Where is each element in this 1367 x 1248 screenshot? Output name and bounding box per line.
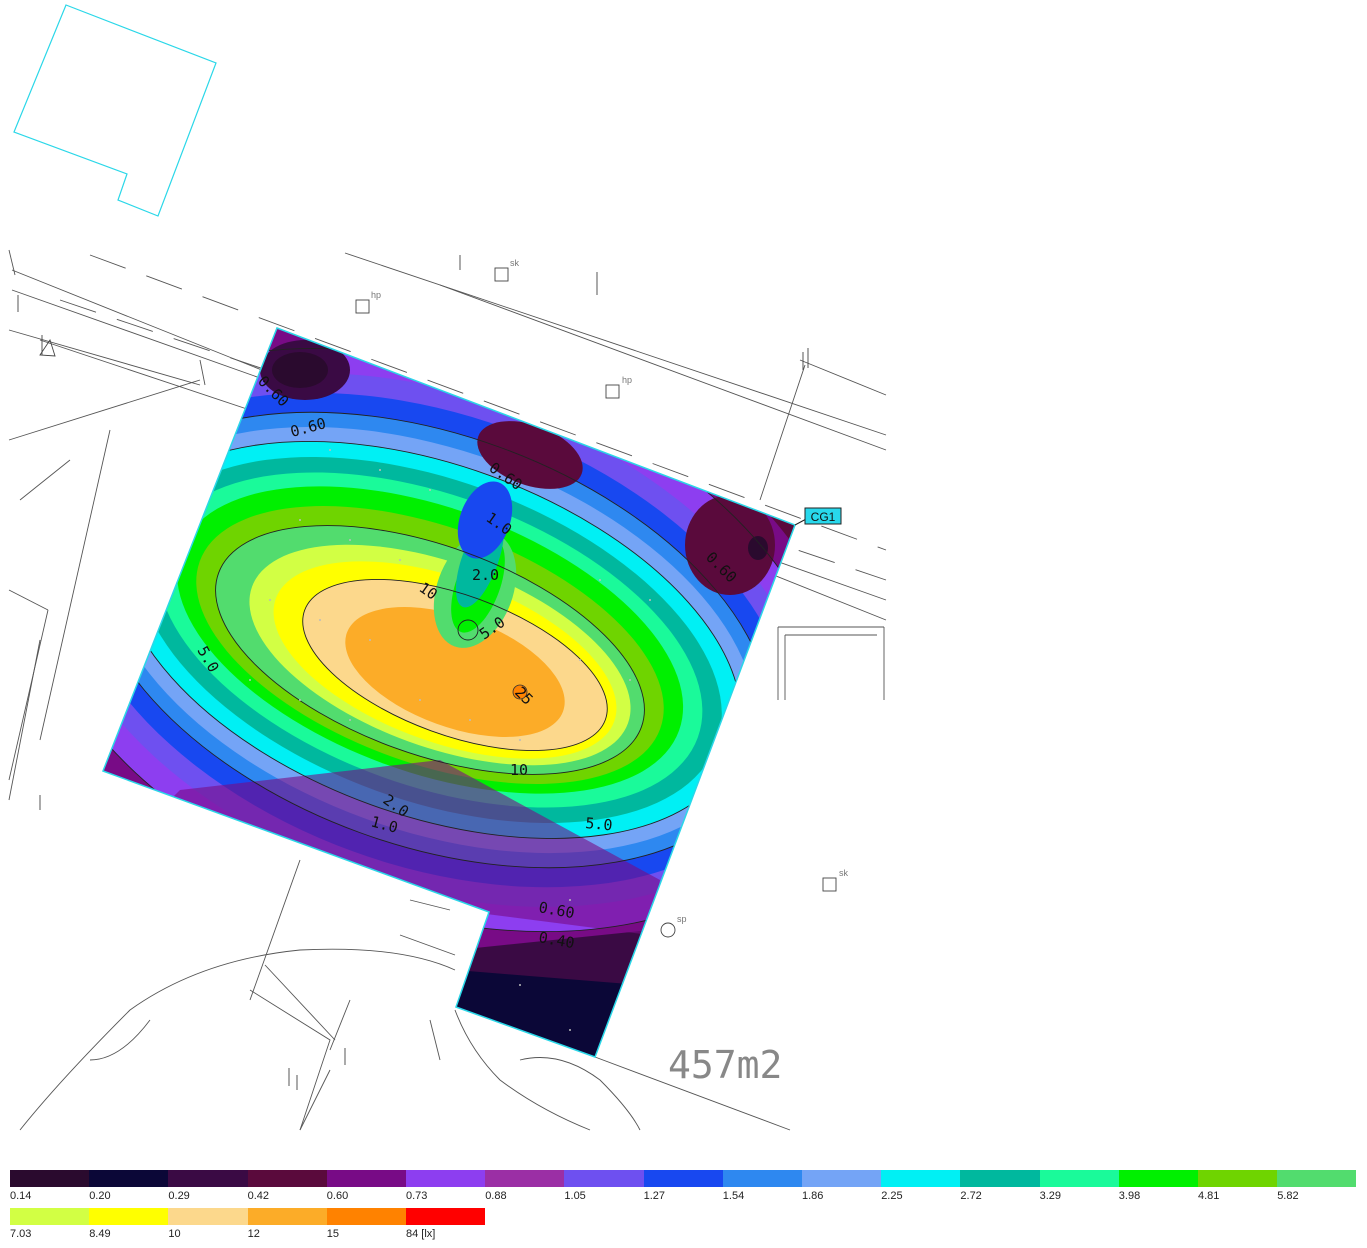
legend-value-label: 84 [lx] (406, 1228, 436, 1240)
legend-value-label: 0.88 (485, 1190, 507, 1202)
legend-swatch (1039, 1170, 1119, 1187)
contour-label: 5.0 (585, 814, 614, 834)
legend-swatch (1277, 1170, 1357, 1187)
legend-swatch (1198, 1170, 1278, 1187)
legend-swatch (406, 1208, 486, 1225)
area-label: 457m2 (668, 1043, 782, 1087)
legend-swatch (722, 1170, 802, 1187)
symbol-label-sk-1: sk (510, 258, 520, 268)
legend-value-label: 10 (168, 1228, 181, 1240)
legend-value-label: 0.73 (406, 1190, 428, 1202)
contour-label: 0.60 (537, 898, 576, 922)
legend-swatch (485, 1170, 565, 1187)
illuminance-heatmap (103, 328, 795, 1057)
contour-label: 10 (510, 761, 528, 779)
legend-value-label: 3.29 (1039, 1190, 1062, 1202)
legend-value-label: 8.49 (89, 1228, 111, 1240)
map-symbols (17, 255, 837, 1090)
symbol-label-hp-2: hp (622, 375, 632, 385)
symbol-label-sk-2: sk (839, 868, 849, 878)
legend-swatch (168, 1170, 248, 1187)
legend-swatch (10, 1208, 90, 1225)
legend-swatch (406, 1170, 486, 1187)
legend-swatch (168, 1208, 248, 1225)
legend-swatch (643, 1170, 723, 1187)
neighbor-building-outline (13, 4, 217, 217)
legend-swatch (89, 1208, 169, 1225)
symbol-label-hp-1: hp (371, 290, 381, 300)
legend-swatch (326, 1170, 406, 1187)
legend-swatch (247, 1170, 327, 1187)
legend-swatch (564, 1170, 644, 1187)
legend-value-label: 3.98 (1118, 1190, 1141, 1202)
legend-swatch (326, 1208, 406, 1225)
legend-value-label: 0.14 (10, 1190, 32, 1202)
legend-swatch (881, 1170, 961, 1187)
legend-swatch (960, 1170, 1040, 1187)
legend-value-label: 12 (247, 1228, 260, 1240)
legend-value-label: 0.29 (168, 1190, 190, 1202)
legend-row-1: 0.14 0.20 0.29 0.42 0.60 0.73 0.88 1.05 1.27 1.54… (10, 1170, 1357, 1210)
calc-grid-tag: CG1 (794, 507, 842, 526)
legend-value-label: 1.86 (802, 1190, 824, 1202)
legend-value-label: 0.42 (247, 1190, 270, 1202)
contour-label: 0.40 (537, 928, 576, 952)
legend-value-label: 5.82 (1277, 1190, 1299, 1202)
legend-swatch (247, 1208, 327, 1225)
legend-value-label: 15 (326, 1228, 340, 1240)
symbol-label-sp-1: sp (677, 914, 687, 924)
legend-value-label: 2.25 (881, 1190, 903, 1202)
calc-grid-label: CG1 (811, 510, 836, 524)
legend-value-label: 1.27 (643, 1190, 666, 1202)
legend-swatch (10, 1170, 90, 1187)
legend-value-label: 1.05 (564, 1190, 586, 1202)
legend-swatch (802, 1170, 882, 1187)
contour-label: 2.0 (472, 566, 499, 584)
legend-swatch (89, 1170, 169, 1187)
legend-value-label: 2.72 (960, 1190, 982, 1202)
legend-row-2: 7.03 8.49 10 12 15 84 [lx] (10, 1208, 1356, 1248)
legend-swatch (1118, 1170, 1198, 1187)
legend-value-label: 4.81 (1198, 1190, 1220, 1202)
floor-plan-drawing: sk hp hp sk sp 0.60 0.60 0.60 0.60 0.60 … (8, 4, 887, 1131)
color-scale-legend: 0.14 0.20 0.29 0.42 0.60 0.73 0.88 1.05 1.27 1.54… (10, 1170, 1357, 1242)
legend-value-label: 7.03 (10, 1228, 32, 1240)
legend-value-label: 0.20 (89, 1190, 111, 1202)
legend-value-label: 0.60 (326, 1190, 349, 1202)
legend-value-label: 1.54 (722, 1190, 745, 1202)
